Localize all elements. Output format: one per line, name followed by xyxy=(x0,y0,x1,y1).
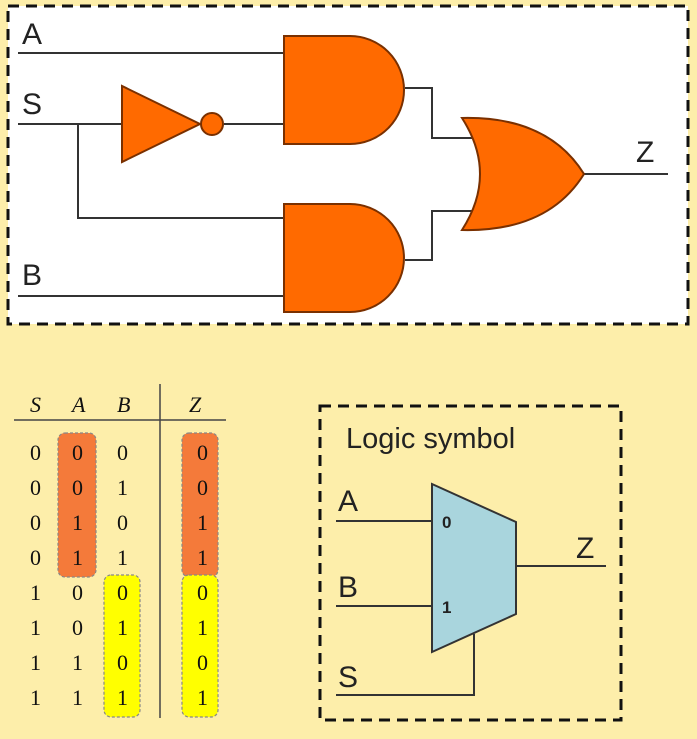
not-gate xyxy=(121,84,203,164)
mux-pin-0: 0 xyxy=(442,513,451,532)
header-s: S xyxy=(30,392,41,417)
mux-label-b: B xyxy=(338,571,358,604)
output-label-z: Z xyxy=(636,136,654,169)
truth-table-cell: 1 xyxy=(72,685,83,710)
wire-and1-out xyxy=(405,87,478,139)
truth-table-cell: 1 xyxy=(197,510,208,535)
truth-table-cell: 1 xyxy=(197,545,208,570)
truth-table-cell: 1 xyxy=(117,685,128,710)
truth-table-cell: 0 xyxy=(72,475,83,500)
truth-table-cell: 0 xyxy=(72,580,83,605)
truth-table-cell: 1 xyxy=(117,615,128,640)
input-label-s: S xyxy=(22,88,42,121)
logic-symbol-panel: Logic symbol 0 1 A B S Z xyxy=(318,404,623,722)
highlight-b-column xyxy=(103,574,141,718)
highlight-z-top xyxy=(181,432,219,578)
truth-table-cell: 0 xyxy=(197,475,208,500)
truth-table-cell: 0 xyxy=(197,440,208,465)
truth-table-cell: 0 xyxy=(72,615,83,640)
truth-table-rows: 0 0 0 0 0 0 1 0 0 1 0 1 0 1 1 1 1 0 0 0 1 0 1 1 1 1 0 0 1 1 1 1 xyxy=(30,440,208,710)
truth-table-cell: 1 xyxy=(72,545,83,570)
truth-table-cell: 1 xyxy=(117,475,128,500)
truth-table-cell: 0 xyxy=(117,440,128,465)
truth-table-cell: 1 xyxy=(30,615,41,640)
highlight-z-bottom xyxy=(181,574,219,718)
truth-table-cell: 0 xyxy=(197,650,208,675)
truth-table-highlights xyxy=(57,432,219,718)
truth-table-cell: 0 xyxy=(30,545,41,570)
and-gate-top xyxy=(283,35,405,145)
truth-table: S A B Z 0 0 0 0 0 0 1 0 0 1 0 1 0 1 1 1 1 0 0 0 1 0 1 1 1 1 0 0 1 1 1 1 xyxy=(14,384,226,718)
or-gate xyxy=(460,116,586,232)
truth-table-cell: 1 xyxy=(72,650,83,675)
mux-label-a: A xyxy=(338,485,358,518)
header-b: B xyxy=(117,392,130,417)
truth-table-cell: 0 xyxy=(117,580,128,605)
truth-table-cell: 1 xyxy=(30,685,41,710)
wire-and2-out xyxy=(405,210,478,261)
truth-table-cell: 0 xyxy=(72,440,83,465)
logic-symbol-title: Logic symbol xyxy=(346,423,515,455)
circuit-panel: A S B Z xyxy=(6,4,690,326)
truth-table-cell: 1 xyxy=(197,685,208,710)
truth-table-cell: 1 xyxy=(72,510,83,535)
input-label-a: A xyxy=(22,18,42,51)
mux-label-z: Z xyxy=(576,532,594,565)
logic-symbol-border xyxy=(318,404,623,722)
mux-label-s: S xyxy=(338,661,358,694)
header-a: A xyxy=(70,392,86,417)
truth-table-cell: 1 xyxy=(30,650,41,675)
truth-table-cell: 0 xyxy=(30,510,41,535)
truth-table-cell: 0 xyxy=(197,580,208,605)
wire-s-branch xyxy=(77,124,284,219)
truth-table-cell: 1 xyxy=(197,615,208,640)
input-label-b: B xyxy=(22,259,42,292)
truth-table-cell: 0 xyxy=(117,650,128,675)
truth-table-cell: 0 xyxy=(117,510,128,535)
mux-pin-1: 1 xyxy=(442,598,451,617)
header-z: Z xyxy=(189,392,202,417)
mux-wire-s xyxy=(336,634,475,696)
truth-table-cell: 0 xyxy=(30,475,41,500)
highlight-a-column xyxy=(57,432,97,578)
truth-table-cell: 1 xyxy=(117,545,128,570)
truth-table-cell: 1 xyxy=(30,580,41,605)
mux-symbol xyxy=(431,482,517,654)
truth-table-cell: 0 xyxy=(30,440,41,465)
not-bubble xyxy=(200,112,224,136)
and-gate-bottom xyxy=(283,203,405,313)
